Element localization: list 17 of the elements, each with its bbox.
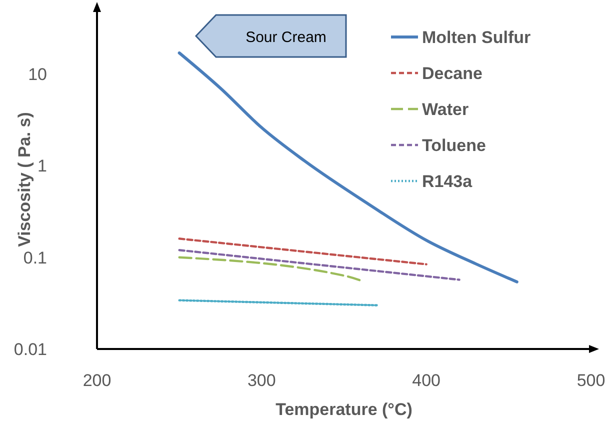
y-tick-label: 0.01	[14, 340, 47, 359]
annotation: Sour Cream	[246, 29, 326, 46]
x-tick-label: 400	[412, 371, 441, 390]
legend-label: Toluene	[422, 136, 486, 155]
x-axis-title: Temperature (°C)	[276, 400, 412, 419]
y-tick-label: 1	[38, 156, 47, 176]
x-tick-label: 500	[576, 371, 606, 390]
x-tick-label: 300	[247, 371, 276, 390]
line-series	[178, 51, 518, 284]
y-tick-label: 10	[28, 65, 47, 84]
x-tick-label: 200	[82, 371, 112, 390]
legend-label: Molten Sulfur	[422, 28, 531, 47]
y-tick-label: 0.1	[23, 248, 47, 268]
y-axis-title: Viscosity ( Pa. s)	[15, 112, 34, 247]
legend-label: R143a	[422, 172, 473, 191]
legend-label: Water	[422, 100, 469, 119]
legend-label: Decane	[422, 64, 482, 83]
